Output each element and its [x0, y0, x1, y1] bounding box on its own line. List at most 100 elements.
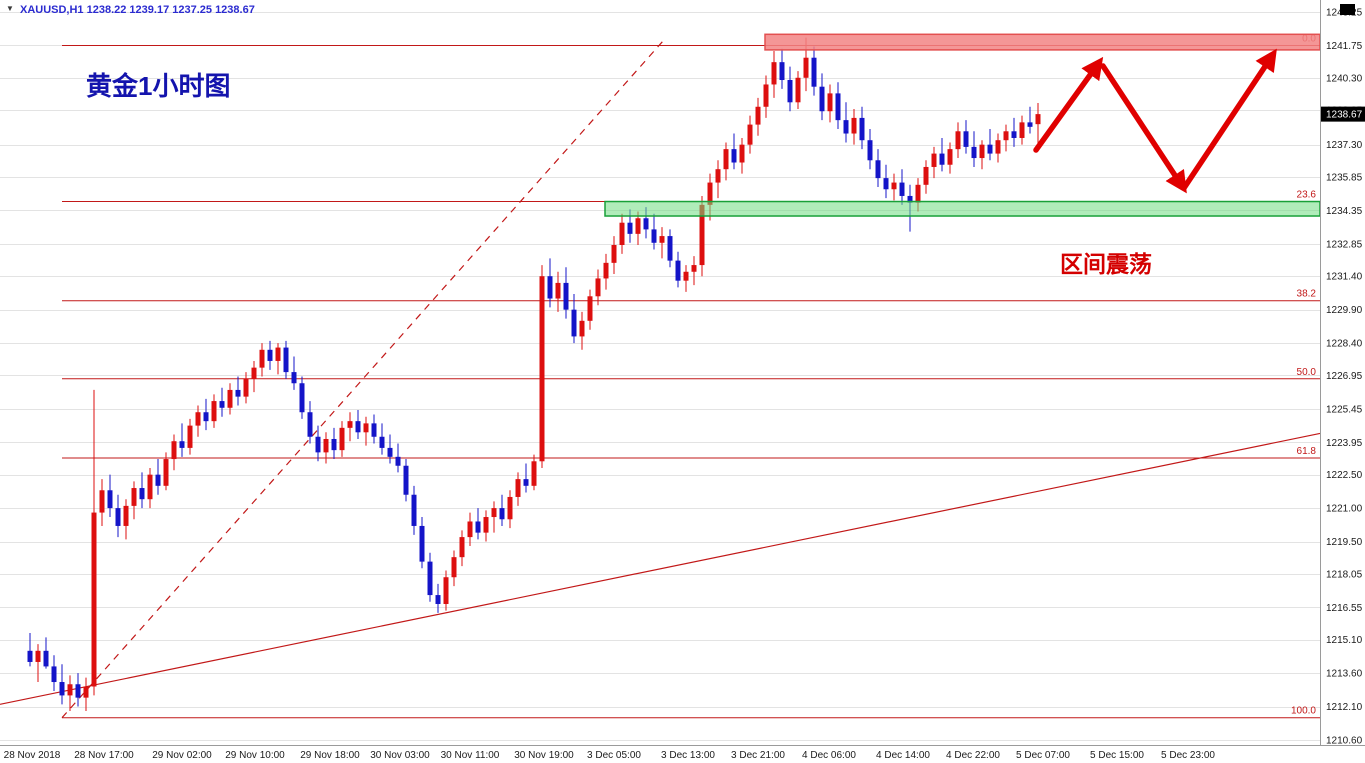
- time-axis-label: 30 Nov 03:00: [370, 750, 430, 761]
- candle-body: [995, 140, 1001, 154]
- candle-body: [315, 436, 321, 453]
- time-axis[interactable]: 28 Nov 2018 28 Nov 17:00 29 Nov 02:00 29 No…: [4, 750, 1216, 761]
- candle-body: [363, 423, 369, 433]
- candle-body: [1019, 122, 1025, 138]
- candle-body: [475, 521, 481, 533]
- candle-body: [963, 131, 969, 147]
- support-zone[interactable]: [604, 200, 1321, 217]
- candle-body: [123, 505, 129, 526]
- price-axis-label: 1226.95: [1326, 371, 1363, 382]
- candle-body: [179, 441, 185, 448]
- candle-body: [1011, 131, 1017, 138]
- forecast-arrow-1[interactable]: [1033, 56, 1104, 153]
- candle-body: [971, 146, 977, 159]
- current-price-badge-text: 1238.67: [1326, 110, 1363, 121]
- candle-body: [747, 124, 753, 145]
- candle-body: [643, 218, 649, 230]
- candle-body: [451, 557, 457, 578]
- candle-body: [603, 262, 609, 279]
- candle-body: [515, 479, 521, 497]
- candle-body: [459, 537, 465, 558]
- candle-body: [931, 153, 937, 167]
- candle-body: [347, 421, 353, 428]
- candle-body: [531, 461, 537, 486]
- candle-body: [395, 456, 401, 466]
- support-trendline[interactable]: [0, 432, 1321, 705]
- candle-body: [139, 488, 145, 500]
- candle-body: [571, 309, 577, 337]
- candle-body: [267, 349, 273, 361]
- time-axis-label: 28 Nov 2018: [4, 750, 61, 761]
- time-axis-label: 30 Nov 19:00: [514, 750, 574, 761]
- time-axis-label: 5 Dec 15:00: [1090, 750, 1144, 761]
- chart-title-annotation: 黄金1小时图: [86, 71, 231, 101]
- forecast-arrow-3[interactable]: [1181, 48, 1277, 191]
- candle-body: [75, 684, 81, 698]
- candle-body: [467, 521, 473, 538]
- time-axis-label: 4 Dec 22:00: [946, 750, 1000, 761]
- candle-body: [419, 525, 425, 562]
- time-axis-label: 30 Nov 11:00: [441, 750, 500, 761]
- price-axis-label: 1219.50: [1326, 537, 1363, 548]
- range-oscillation-label: 区间震荡: [1060, 251, 1152, 277]
- candle-body: [811, 57, 817, 87]
- price-axis-label: 1228.40: [1326, 339, 1363, 350]
- time-axis-label: 5 Dec 07:00: [1016, 750, 1070, 761]
- candle-body: [1003, 131, 1009, 141]
- fib-label-100.0: 100.0: [1291, 706, 1316, 717]
- price-axis-label: 1223.95: [1326, 438, 1363, 449]
- price-axis-label: 1234.35: [1326, 206, 1363, 217]
- candle-body: [307, 412, 313, 437]
- candle-body: [899, 182, 905, 196]
- candle-body: [883, 178, 889, 190]
- candle-body: [651, 229, 657, 243]
- candle-body: [371, 423, 377, 437]
- fib-base-trendline[interactable]: [61, 37, 667, 719]
- candle-body: [387, 447, 393, 457]
- candle-body: [699, 204, 705, 266]
- time-axis-label: 29 Nov 02:00: [152, 750, 212, 761]
- price-axis-label: 1216.55: [1326, 603, 1363, 614]
- candle-body: [1027, 122, 1033, 127]
- forecast-arrow-2[interactable]: [1100, 63, 1187, 194]
- candle-body: [835, 93, 841, 121]
- candle-body: [675, 260, 681, 281]
- candle-body: [539, 276, 545, 462]
- price-axis-label: 1235.85: [1326, 172, 1363, 183]
- candle-body: [195, 412, 201, 426]
- candle-body: [275, 347, 281, 361]
- resistance-zone[interactable]: [764, 33, 1321, 51]
- current-price-badge-bg: [1321, 106, 1365, 122]
- candle-body: [763, 84, 769, 107]
- candle-body: [563, 282, 569, 310]
- candle-body: [83, 686, 89, 698]
- candle-body: [331, 438, 337, 451]
- candle-body: [851, 117, 857, 134]
- candle-body: [755, 106, 761, 125]
- candle-body: [523, 479, 529, 486]
- grid-lines: [0, 12, 1320, 741]
- fib-label-50.0: 50.0: [1297, 367, 1317, 378]
- candle-body: [827, 93, 833, 112]
- candle-body: [947, 149, 953, 165]
- candle-body: [979, 144, 985, 159]
- time-axis-label: 3 Dec 13:00: [661, 750, 715, 761]
- time-axis-label: 29 Nov 10:00: [225, 750, 285, 761]
- candle-body: [299, 383, 305, 413]
- candle-body: [411, 494, 417, 526]
- candle-body: [379, 436, 385, 448]
- candle-body: [59, 682, 65, 696]
- collapse-triangle-icon[interactable]: ▼: [6, 4, 14, 13]
- candle-body: [787, 80, 793, 103]
- price-axis-label: 1231.40: [1326, 272, 1363, 283]
- time-axis-label: 4 Dec 14:00: [876, 750, 930, 761]
- fib-label-38.2: 38.2: [1297, 289, 1317, 300]
- candle-body: [291, 372, 297, 384]
- price-axis-label: 1232.85: [1326, 239, 1363, 250]
- price-axis-label: 1241.75: [1326, 41, 1363, 52]
- price-axis-label: 1229.90: [1326, 305, 1363, 316]
- candle-body: [707, 182, 713, 205]
- candle-body: [203, 412, 209, 422]
- candle-body: [51, 666, 57, 683]
